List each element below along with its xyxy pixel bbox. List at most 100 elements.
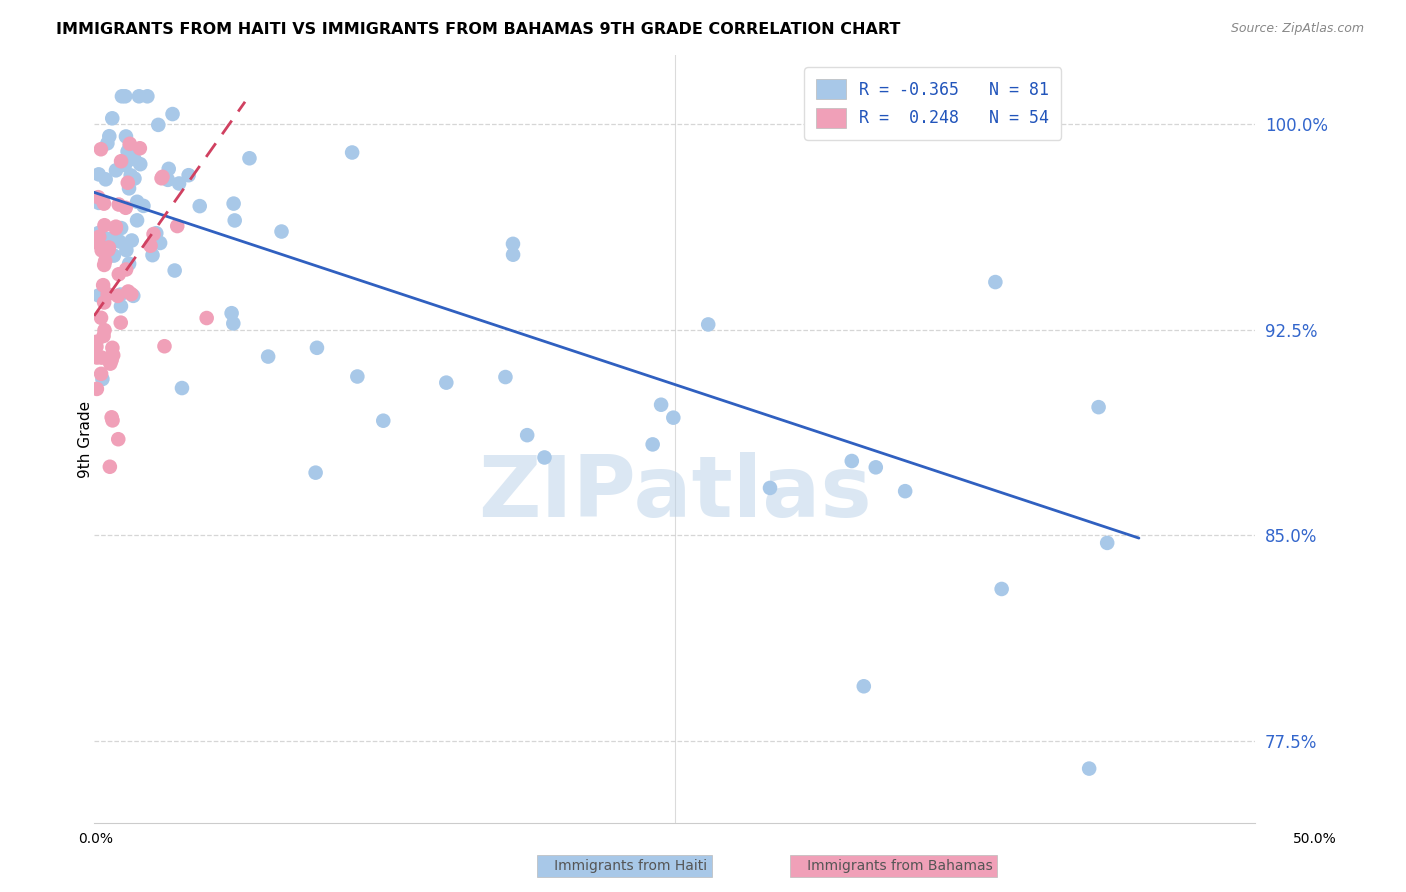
Point (238, 151, 260, 165)
Point (115, 262, 138, 277)
Point (156, 173, 179, 187)
Point (114, 89, 136, 103)
Point (107, 197, 129, 211)
Point (120, 287, 142, 301)
Point (129, 157, 152, 171)
Point (86, 334, 108, 349)
Point (346, 369, 368, 384)
Point (224, 213, 246, 227)
Point (98, 459, 121, 474)
Point (894, 484, 917, 499)
Point (110, 287, 132, 301)
Point (114, 158, 136, 172)
Point (166, 219, 188, 233)
Point (90, 142, 112, 156)
Point (1087, 400, 1109, 414)
Point (127, 194, 149, 209)
Point (865, 460, 887, 475)
Legend: R = -0.365   N = 81, R =  0.248   N = 54: R = -0.365 N = 81, R = 0.248 N = 54 (804, 67, 1062, 140)
Point (120, 169, 142, 183)
Point (270, 225, 292, 239)
Point (98, 357, 121, 371)
Point (100, 353, 122, 368)
Text: 50.0%: 50.0% (1292, 832, 1337, 846)
Point (96, 136, 118, 151)
Point (98, 129, 121, 144)
Point (122, 289, 145, 303)
Point (86, 382, 108, 396)
Point (128, 141, 150, 155)
Point (125, 213, 148, 227)
Point (841, 454, 863, 468)
Point (86, 340, 108, 354)
Point (110, 221, 132, 235)
Point (149, 235, 172, 250)
Text: IMMIGRANTS FROM HAITI VS IMMIGRANTS FROM BAHAMAS 9TH GRADE CORRELATION CHART: IMMIGRANTS FROM HAITI VS IMMIGRANTS FROM… (56, 22, 901, 37)
Point (124, 152, 146, 166)
Point (118, 139, 141, 153)
Point (90, 351, 112, 365)
Point (1078, 762, 1101, 776)
Point (104, 219, 127, 234)
Point (107, 289, 129, 303)
Point (101, 341, 124, 355)
Point (1095, 536, 1118, 550)
Point (118, 257, 141, 271)
Point (97, 243, 120, 257)
Point (91, 372, 114, 386)
Point (221, 306, 243, 320)
Point (516, 428, 538, 442)
Point (257, 350, 280, 364)
Point (502, 236, 524, 251)
Point (97, 240, 120, 254)
Point (90, 244, 112, 258)
Point (101, 112, 124, 126)
Point (93, 258, 115, 272)
Point (641, 437, 664, 451)
Point (118, 181, 141, 195)
Point (93, 219, 115, 233)
Point (86, 351, 108, 365)
Point (87, 226, 110, 240)
Point (117, 145, 139, 159)
Point (104, 221, 127, 235)
Point (115, 243, 138, 257)
Point (150, 171, 173, 186)
Point (103, 249, 125, 263)
Point (97, 232, 120, 246)
Point (141, 248, 163, 262)
Point (142, 227, 165, 241)
Point (101, 348, 124, 362)
Text: ZIPatlas: ZIPatlas (478, 451, 872, 534)
Text: Immigrants from Haiti: Immigrants from Haiti (541, 859, 707, 872)
Point (990, 582, 1012, 596)
Point (128, 89, 150, 103)
Point (90, 310, 112, 325)
Point (110, 154, 132, 169)
Point (94, 172, 117, 186)
Point (110, 299, 132, 313)
Point (533, 450, 555, 465)
Point (162, 107, 184, 121)
Point (124, 171, 146, 186)
Point (153, 339, 176, 353)
Point (305, 341, 328, 355)
Point (222, 317, 245, 331)
Point (132, 199, 155, 213)
Point (87, 195, 110, 210)
Point (152, 169, 174, 184)
Point (852, 679, 875, 693)
Text: Source: ZipAtlas.com: Source: ZipAtlas.com (1230, 22, 1364, 36)
Point (108, 235, 131, 249)
Point (115, 129, 138, 144)
Point (145, 226, 167, 240)
Point (91, 278, 114, 293)
Point (86, 235, 108, 250)
Point (170, 381, 193, 395)
Point (101, 413, 124, 427)
Point (100, 410, 122, 425)
Point (662, 410, 685, 425)
Point (103, 348, 125, 362)
Point (157, 161, 180, 176)
Point (104, 163, 127, 178)
